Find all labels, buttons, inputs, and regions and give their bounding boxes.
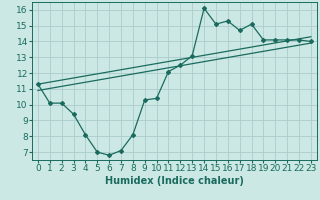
X-axis label: Humidex (Indice chaleur): Humidex (Indice chaleur): [105, 176, 244, 186]
